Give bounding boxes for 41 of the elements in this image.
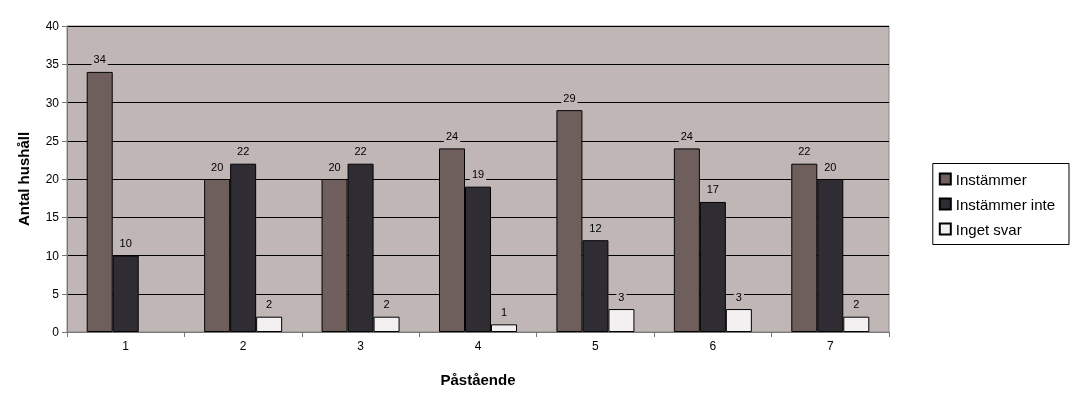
x-tick-label: 6 [709, 339, 717, 353]
y-tick-label: 40 [45, 19, 60, 33]
legend-label: Instämmer [955, 170, 1027, 188]
y-tick-label: 15 [45, 210, 60, 225]
x-tick-label: 3 [357, 339, 365, 353]
data-label: 20 [328, 160, 341, 173]
y-tick-label: 10 [45, 248, 60, 263]
data-label: 10 [119, 237, 132, 249]
data-label: 34 [93, 53, 106, 66]
x-tick-label: 5 [592, 339, 600, 353]
data-label: 17 [706, 183, 719, 196]
x-tick-label: 4 [474, 339, 482, 353]
y-axis-title: Antal hushåll [15, 131, 32, 227]
data-label: 20 [824, 160, 837, 173]
data-label: 3 [735, 290, 742, 303]
y-tick-label: 25 [45, 133, 60, 148]
data-label: 22 [237, 145, 250, 158]
data-label: 2 [383, 298, 390, 311]
y-tick-label: 35 [45, 57, 60, 72]
data-label: 20 [211, 160, 224, 173]
data-label: 2 [266, 298, 273, 311]
x-tick-label: 1 [122, 339, 130, 353]
data-label: 24 [680, 129, 693, 142]
y-tick-label: 20 [45, 172, 60, 186]
x-tick-label: 2 [239, 339, 247, 353]
data-label: 12 [589, 221, 602, 234]
legend-label: Inget svar [955, 220, 1022, 238]
data-label: 3 [618, 290, 625, 303]
data-label: 2 [853, 298, 860, 311]
data-label: 29 [563, 91, 576, 104]
data-label: 24 [445, 129, 459, 142]
data-label: 19 [471, 168, 485, 181]
y-tick-label: 0 [52, 325, 60, 339]
x-tick-label: 7 [826, 339, 834, 353]
data-label: 22 [354, 145, 367, 158]
data-label: 22 [798, 145, 811, 158]
y-tick-label: 5 [52, 286, 60, 301]
data-label: 1 [500, 305, 508, 318]
x-axis-title: Påstående [440, 371, 516, 388]
y-tick-label: 30 [45, 95, 60, 110]
legend-label: Instämmer inte [955, 195, 1055, 213]
